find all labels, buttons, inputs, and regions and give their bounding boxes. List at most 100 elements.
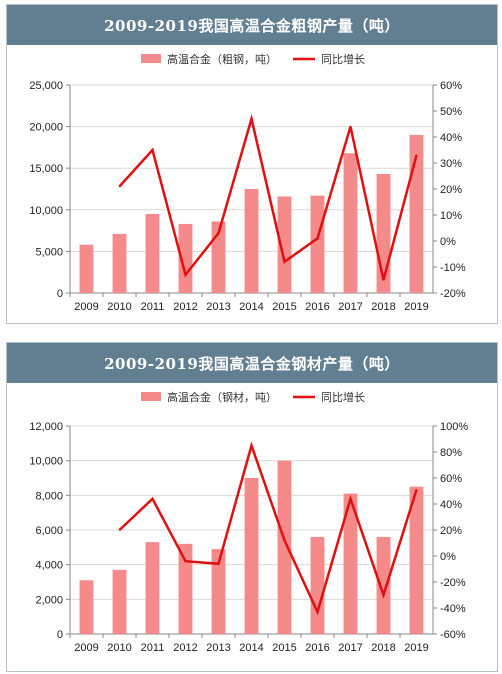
growth-point-2013 (217, 563, 220, 565)
x-axis-tick-label: 2010 (107, 642, 131, 654)
bar-2015 (277, 196, 292, 293)
growth-point-2015 (283, 261, 286, 263)
left-axis-tick-label: 12,000 (29, 421, 63, 433)
growth-point-2018 (382, 279, 385, 281)
growth-point-2015 (283, 539, 286, 542)
right-axis-tick-label: -10% (440, 262, 466, 274)
bar-2019 (409, 486, 424, 634)
chart-panel-steel-products: 2009-2019我国高温合金钢材产量（吨） 高温合金（钢材，吨） 同比增长 0 2,… (6, 342, 498, 672)
bar-2014 (244, 478, 259, 634)
x-axis-tick-label: 2014 (239, 642, 263, 654)
bar-2016 (310, 536, 325, 634)
left-axis-tick-label: 8,000 (35, 490, 63, 502)
growth-point-2011 (151, 498, 154, 500)
x-axis-tick-label: 2012 (173, 301, 197, 313)
growth-point-2012 (184, 560, 187, 562)
x-axis-tick-label: 2014 (239, 301, 263, 313)
right-axis-tick-label: 20% (440, 525, 462, 537)
legend-bar-swatch (141, 54, 161, 63)
x-axis-tick-label: 2017 (338, 301, 362, 313)
x-axis-tick-label: 2016 (305, 301, 329, 313)
x-axis-tick-label: 2018 (371, 642, 395, 654)
right-axis-tick-label: 0% (440, 551, 456, 563)
growth-point-2019 (415, 488, 418, 491)
chart-title: 2009-2019我国高温合金钢材产量（吨） (104, 354, 400, 373)
x-axis-tick-label: 2017 (338, 642, 362, 654)
chart-title-bar: 2009-2019我国高温合金钢材产量（吨） (7, 343, 497, 383)
x-axis-tick-label: 2011 (141, 642, 165, 654)
legend-line-label: 同比增长 (321, 390, 365, 404)
x-axis-tick-label: 2010 (107, 301, 131, 313)
left-axis-tick-label: 10,000 (29, 205, 63, 217)
bar-2019 (409, 134, 424, 293)
chart-panel-crude-steel: 2009-2019我国高温合金粗钢产量（吨） 高温合金（粗钢，吨） 同比增长 0 5,… (6, 4, 498, 324)
bar-2015 (277, 460, 292, 634)
right-axis-tick-label: 40% (440, 132, 462, 144)
growth-point-2013 (217, 232, 220, 234)
x-axis-tick-label: 2019 (404, 301, 428, 313)
chart-crude-steel: 高温合金（粗钢，吨） 同比增长 0 5,000 10,000 15,000 20,000 25… (29, 52, 466, 313)
left-axis-tick-label: 20,000 (29, 122, 63, 134)
bar-2010 (112, 233, 127, 293)
chart-steel-products: 高温合金（钢材，吨） 同比增长 0 2,000 4,000 6,000 8,000 10,00… (29, 390, 468, 654)
growth-point-2017 (349, 125, 352, 128)
right-axis-tick-label: 100% (440, 421, 468, 433)
bar-2011 (145, 542, 160, 634)
left-axis-tick-label: 2,000 (35, 594, 63, 606)
left-axis-tick-label: 25,000 (29, 80, 63, 92)
x-axis-tick-label: 2015 (272, 642, 296, 654)
left-axis-tick-label: 5,000 (35, 246, 63, 258)
growth-point-2016 (316, 611, 319, 613)
left-axis-tick-label: 0 (57, 288, 63, 300)
growth-rate-line (118, 441, 418, 616)
x-axis-tick-label: 2013 (206, 642, 230, 654)
growth-point-2014 (250, 444, 253, 447)
left-axis-tick-label: 4,000 (35, 560, 63, 572)
bar-2012 (178, 543, 193, 634)
x-axis-tick-label: 2009 (74, 301, 98, 313)
bar-2010 (112, 569, 127, 634)
legend-bar-label: 高温合金（钢材，吨） (167, 390, 277, 404)
left-axis-tick-label: 0 (57, 629, 63, 641)
right-axis-tick-label: 60% (440, 80, 462, 92)
left-axis-tick-label: 6,000 (35, 525, 63, 537)
right-axis-tick-label: -20% (440, 288, 466, 300)
bar-2009 (79, 580, 94, 634)
legend-bar-label: 高温合金（粗钢，吨） (167, 52, 277, 66)
growth-point-2014 (250, 118, 253, 120)
bar-2016 (310, 195, 325, 293)
left-axis-tick-label: 15,000 (29, 163, 63, 175)
growth-point-2017 (349, 498, 352, 500)
x-axis-tick-label: 2012 (173, 642, 197, 654)
right-axis-tick-label: -40% (440, 603, 466, 615)
right-axis-tick-label: 80% (440, 447, 462, 459)
bar-2009 (79, 244, 94, 293)
chart-title-bar: 2009-2019我国高温合金粗钢产量（吨） (7, 5, 497, 45)
right-axis-tick-label: 10% (440, 210, 462, 222)
growth-rate-line (118, 113, 418, 281)
bar-2018 (376, 536, 391, 634)
chart-title: 2009-2019我国高温合金粗钢产量（吨） (104, 16, 400, 35)
x-axis-tick-label: 2018 (371, 301, 395, 313)
x-axis-tick-label: 2019 (404, 642, 428, 654)
right-axis-tick-label: 40% (440, 499, 462, 511)
left-axis-tick-label: 10,000 (29, 456, 63, 468)
growth-point-2019 (415, 154, 418, 156)
growth-point-2012 (184, 274, 187, 276)
growth-point-2016 (316, 237, 319, 240)
bar-2011 (145, 213, 160, 293)
bar-2012 (178, 223, 193, 293)
right-axis-tick-label: -20% (440, 577, 466, 589)
x-axis-tick-label: 2013 (206, 301, 230, 313)
right-axis-tick-label: -60% (440, 629, 466, 641)
x-axis-tick-label: 2011 (141, 301, 165, 313)
right-axis-tick-label: 60% (440, 473, 462, 485)
bar-2014 (244, 189, 259, 293)
growth-point-2018 (382, 594, 385, 596)
right-axis-tick-label: 0% (440, 236, 456, 248)
x-axis-tick-label: 2009 (74, 642, 98, 654)
x-axis-tick-label: 2015 (272, 301, 296, 313)
right-axis-tick-label: 30% (440, 158, 462, 170)
growth-point-2010 (118, 185, 121, 188)
bar-2013 (211, 549, 226, 634)
